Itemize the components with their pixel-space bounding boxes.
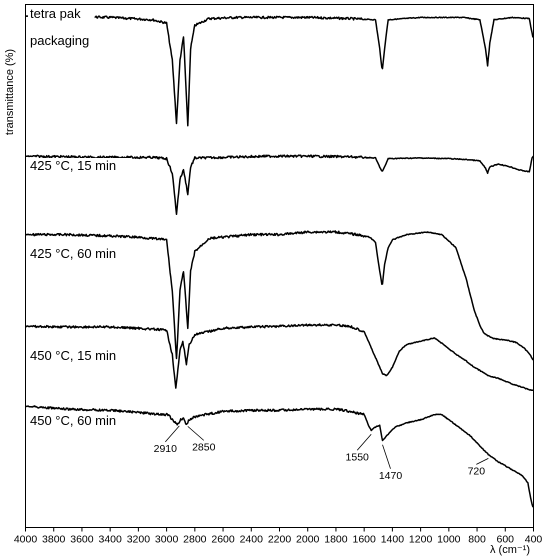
x-tick-label: 3400 bbox=[98, 534, 122, 546]
x-tick-label: 3200 bbox=[127, 534, 151, 546]
x-tick-label: 2400 bbox=[240, 534, 264, 546]
trace-label-backing bbox=[28, 158, 132, 174]
x-tick-label: 1200 bbox=[409, 534, 433, 546]
x-tick-label: 1400 bbox=[381, 534, 405, 546]
x-tick-label: 800 bbox=[468, 534, 486, 546]
x-axis-label: λ (cm⁻¹) bbox=[490, 544, 530, 556]
trace-label-backing bbox=[28, 246, 132, 262]
trace-label: 450 °C, 15 min bbox=[30, 348, 116, 363]
y-axis-label: transmittance (%) bbox=[4, 49, 16, 135]
peak-label: 1470 bbox=[379, 470, 403, 482]
peak-leader bbox=[476, 458, 489, 465]
peak-label: 1550 bbox=[346, 451, 370, 463]
x-tick-label: 2600 bbox=[211, 534, 235, 546]
x-tick-label: 1800 bbox=[324, 534, 348, 546]
peak-labels: 2910 2850 1550 1470 720 bbox=[154, 425, 489, 482]
x-axis-tick-labels: 4000 3800 3600 3400 3200 3000 2800 2600 2400 2200… bbox=[14, 534, 543, 546]
x-tick-label: 2000 bbox=[296, 534, 320, 546]
trace-label: 425 °C, 15 min bbox=[30, 158, 116, 173]
peak-label: 720 bbox=[468, 465, 486, 477]
x-tick-label: 3000 bbox=[155, 534, 179, 546]
peak-leader bbox=[165, 425, 180, 443]
x-tick-label: 4000 bbox=[14, 534, 38, 546]
trace-label: 425 °C, 60 min bbox=[30, 246, 116, 261]
x-tick-label: 2800 bbox=[183, 534, 207, 546]
x-tick-label: 1600 bbox=[352, 534, 376, 546]
plot-frame bbox=[25, 4, 534, 528]
x-tick-label: 600 bbox=[497, 534, 515, 546]
spectrum-line bbox=[25, 405, 534, 508]
x-tick-label: 3800 bbox=[42, 534, 66, 546]
spectrum-line bbox=[25, 14, 534, 127]
spectra-group bbox=[25, 14, 535, 508]
trace-label-backing bbox=[28, 6, 95, 22]
trace-label: packaging bbox=[30, 33, 89, 48]
trace-label: 450 °C, 60 min bbox=[30, 413, 116, 428]
trace-label: tetra pak bbox=[30, 6, 81, 21]
trace-label-backing bbox=[28, 413, 132, 429]
spectrum-line bbox=[25, 230, 534, 361]
peak-label: 2850 bbox=[192, 441, 216, 453]
x-tick-label: 2200 bbox=[268, 534, 292, 546]
peak-leader bbox=[356, 433, 372, 451]
x-tick-label: 400 bbox=[525, 534, 543, 546]
spectrum-line bbox=[25, 154, 535, 216]
peak-leader bbox=[187, 426, 205, 441]
trace-label-backing bbox=[28, 348, 132, 364]
peak-leader bbox=[382, 444, 391, 469]
trace-label-backing bbox=[28, 33, 95, 49]
spectrum-line bbox=[25, 323, 534, 392]
x-tick-label: 1000 bbox=[437, 534, 461, 546]
peak-label: 2910 bbox=[154, 443, 178, 455]
x-tick-label: 3600 bbox=[70, 534, 94, 546]
x-axis-ticks bbox=[25, 527, 534, 532]
trace-labels: tetra pak packaging 425 °C, 15 min 425 °C, … bbox=[28, 6, 132, 429]
